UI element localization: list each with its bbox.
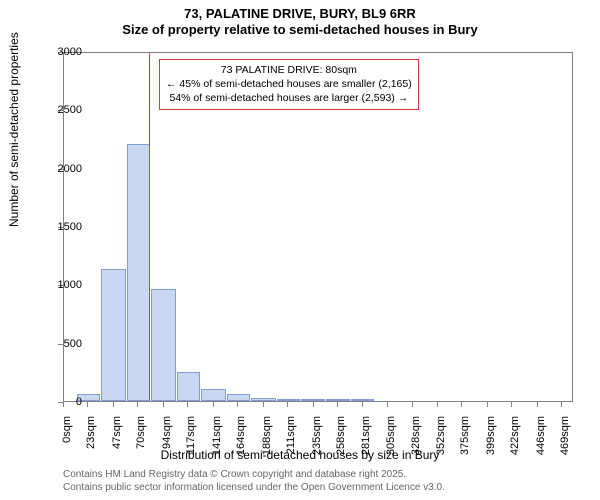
histogram-bar (301, 399, 326, 401)
histogram-bar (251, 398, 276, 402)
x-tick-mark (362, 402, 363, 407)
histogram-bar (201, 389, 226, 401)
histogram-bar (127, 144, 150, 401)
reference-line (149, 53, 150, 401)
x-tick-label: 23sqm (85, 416, 97, 449)
histogram-bar (101, 269, 126, 401)
x-tick-mark (511, 402, 512, 407)
y-tick-label: 0 (32, 396, 82, 408)
y-axis-label: Number of semi-detached properties (7, 32, 21, 227)
callout-line: ← 45% of semi-detached houses are smalle… (166, 77, 412, 91)
x-tick-label: 94sqm (161, 416, 173, 449)
x-tick-mark (163, 402, 164, 407)
x-tick-mark (213, 402, 214, 407)
x-tick-mark (487, 402, 488, 407)
x-tick-label: 47sqm (111, 416, 123, 449)
x-tick-mark (313, 402, 314, 407)
histogram-bar (227, 394, 250, 401)
x-tick-label: 0sqm (61, 416, 73, 443)
chart-title-block: 73, PALATINE DRIVE, BURY, BL9 6RR Size o… (0, 0, 600, 39)
x-tick-mark (137, 402, 138, 407)
callout-line: 73 PALATINE DRIVE: 80sqm (166, 63, 412, 77)
footer-line1: Contains HM Land Registry data © Crown c… (63, 469, 445, 482)
x-tick-mark (263, 402, 264, 407)
x-tick-mark (337, 402, 338, 407)
histogram-bar (277, 399, 300, 401)
x-tick-mark (561, 402, 562, 407)
y-tick-label: 1500 (32, 221, 82, 233)
x-tick-mark (412, 402, 413, 407)
y-tick-label: 2000 (32, 163, 82, 175)
chart-title-line2: Size of property relative to semi-detach… (0, 22, 600, 38)
footer-attribution: Contains HM Land Registry data © Crown c… (63, 469, 445, 494)
x-axis-label: Distribution of semi-detached houses by … (0, 448, 600, 462)
histogram-bar (151, 289, 176, 401)
x-tick-mark (387, 402, 388, 407)
y-tick-label: 2500 (32, 104, 82, 116)
x-tick-mark (87, 402, 88, 407)
x-tick-mark (237, 402, 238, 407)
histogram-bar (351, 399, 374, 401)
histogram-bar (326, 399, 349, 401)
x-tick-label: 70sqm (135, 416, 147, 449)
callout-line: 54% of semi-detached houses are larger (… (166, 91, 412, 105)
x-tick-mark (113, 402, 114, 407)
x-tick-mark (187, 402, 188, 407)
footer-line2: Contains public sector information licen… (63, 482, 445, 495)
x-tick-mark (287, 402, 288, 407)
y-tick-label: 1000 (32, 279, 82, 291)
chart-title-line1: 73, PALATINE DRIVE, BURY, BL9 6RR (0, 6, 600, 22)
x-tick-mark (461, 402, 462, 407)
callout-box: 73 PALATINE DRIVE: 80sqm← 45% of semi-de… (159, 59, 419, 110)
histogram-bar (177, 372, 200, 401)
y-tick-label: 500 (32, 338, 82, 350)
x-tick-mark (437, 402, 438, 407)
y-tick-label: 3000 (32, 46, 82, 58)
chart-area: 73 PALATINE DRIVE: 80sqm← 45% of semi-de… (63, 52, 573, 402)
plot-region: 73 PALATINE DRIVE: 80sqm← 45% of semi-de… (63, 52, 573, 402)
x-tick-mark (537, 402, 538, 407)
